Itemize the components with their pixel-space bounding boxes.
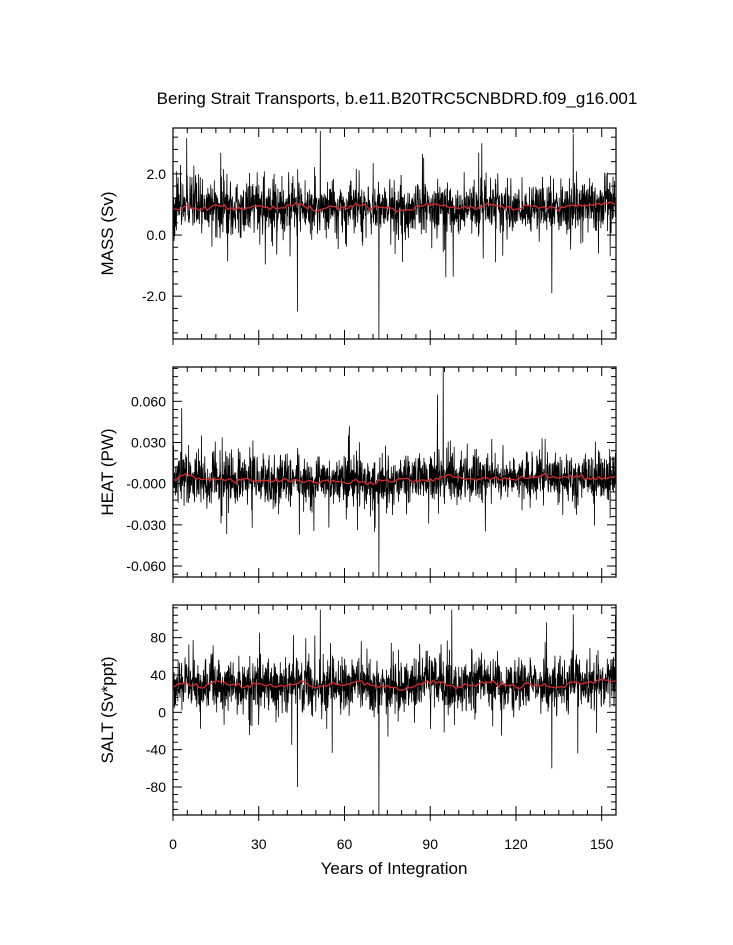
x-tick-label: 0 [169, 836, 177, 852]
plot-frame [172, 366, 617, 578]
series-monthly-line [173, 131, 616, 339]
panel-3: -80 -40 0 40 80 0 30 60 90 120 150 SALT (Sv*ppt) [98, 604, 617, 852]
plot-frame [172, 127, 617, 340]
series-annual-mean-line [173, 472, 616, 486]
panels: -2.0 0.0 2.0 MASS (Sv) -0.060 -0.030 -0.000 0.0… [98, 127, 617, 852]
y-tick-label: 80 [150, 630, 166, 646]
y-tick-label: 0.060 [131, 393, 166, 409]
y-tick-label: -0.060 [126, 558, 166, 574]
x-tick-label: 60 [337, 836, 353, 852]
x-tick-label: 30 [251, 836, 267, 852]
y-tick-label: 2.0 [147, 166, 167, 182]
y-axis-label: HEAT (PW) [98, 428, 117, 515]
y-tick-label: 0.030 [131, 434, 166, 450]
y-tick-label: 0.0 [147, 227, 167, 243]
panel-2: -0.060 -0.030 -0.000 0.030 0.060 HEAT (PW) [98, 366, 617, 583]
chart-title: Bering Strait Transports, b.e11.B20TRC5C… [157, 89, 638, 108]
series-annual-mean-line [173, 201, 616, 213]
plot-frame [172, 604, 617, 816]
y-axis-label: SALT (Sv*ppt) [98, 656, 117, 763]
y-tick-label: -0.000 [126, 476, 166, 492]
series-annual-mean-line [173, 678, 616, 691]
series-monthly-line [173, 609, 616, 815]
y-tick-label: 40 [150, 667, 166, 683]
x-axis-label: Years of Integration [321, 859, 468, 878]
y-tick-label: -2.0 [142, 288, 166, 304]
panel-1: -2.0 0.0 2.0 MASS (Sv) [98, 127, 617, 345]
x-tick-label: 120 [504, 836, 528, 852]
y-tick-label: -80 [146, 779, 166, 795]
x-tick-label: 90 [422, 836, 438, 852]
y-axis-label: MASS (Sv) [98, 191, 117, 275]
y-tick-label: -40 [146, 742, 166, 758]
series-monthly-line [173, 367, 616, 577]
y-tick-label: 0 [158, 704, 166, 720]
y-tick-label: -0.030 [126, 517, 166, 533]
x-tick-label: 150 [590, 836, 614, 852]
